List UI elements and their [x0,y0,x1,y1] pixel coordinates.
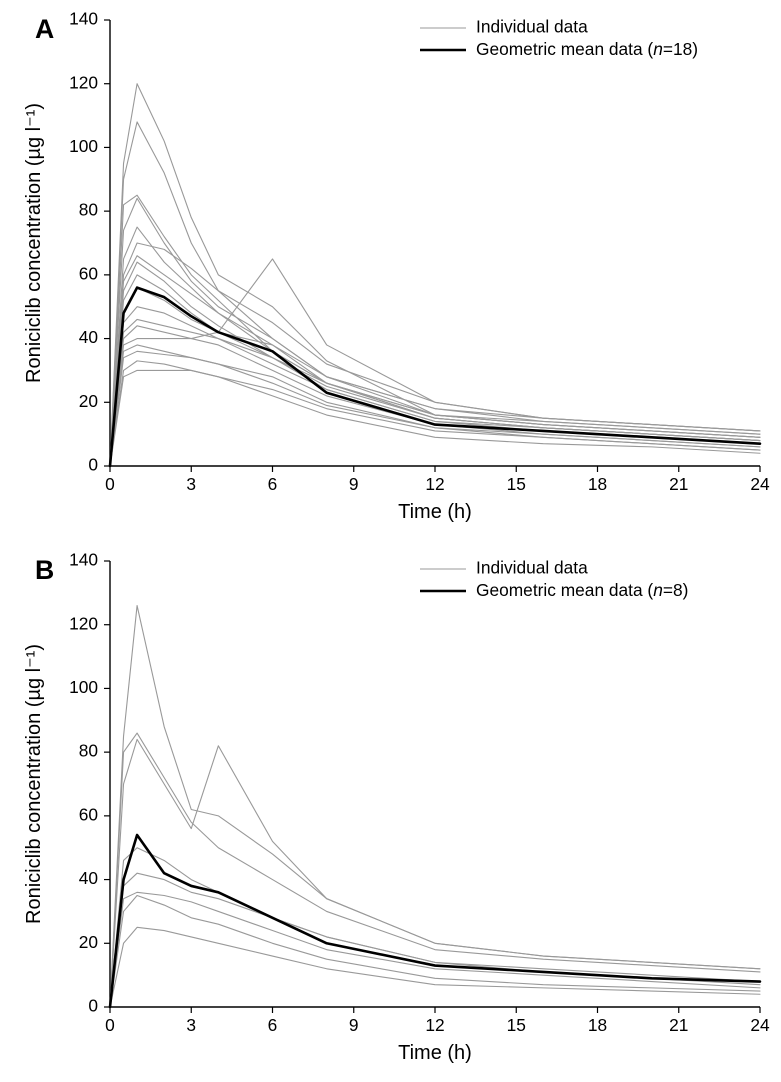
svg-text:80: 80 [79,741,98,761]
svg-text:Time (h): Time (h) [398,1042,472,1064]
svg-text:18: 18 [588,474,607,494]
svg-text:15: 15 [507,1015,526,1035]
svg-text:120: 120 [69,613,98,633]
svg-text:15: 15 [507,474,526,494]
svg-text:140: 140 [69,9,98,29]
svg-text:Time (h): Time (h) [398,501,472,523]
svg-text:Geometric mean data (n=18): Geometric mean data (n=18) [476,39,698,59]
svg-text:Individual data: Individual data [476,17,588,37]
svg-text:140: 140 [69,550,98,570]
chart-b: 0 20 40 60 80 100 120 140 0 3 6 9 12 15 18 21 24 Time (h)… [0,541,781,1082]
svg-text:12: 12 [425,474,444,494]
svg-text:0: 0 [88,455,98,475]
svg-text:20: 20 [79,932,98,952]
svg-text:120: 120 [69,72,98,92]
svg-text:6: 6 [268,474,278,494]
chart-a: 0 20 40 60 80 100 120 140 0 3 6 9 12 15 18 21 24 Time (h)… [0,0,781,541]
svg-text:Roniciclib concentration (µg l: Roniciclib concentration (µg l⁻¹) [23,644,45,924]
svg-text:24: 24 [750,1015,770,1035]
svg-text:21: 21 [669,1015,688,1035]
svg-text:40: 40 [79,327,98,347]
svg-text:20: 20 [79,391,98,411]
svg-text:0: 0 [105,1015,115,1035]
svg-text:Individual data: Individual data [476,558,588,578]
svg-text:0: 0 [105,474,115,494]
svg-text:9: 9 [349,1015,359,1035]
svg-text:Geometric mean data (n=8): Geometric mean data (n=8) [476,580,688,600]
svg-text:6: 6 [268,1015,278,1035]
svg-text:60: 60 [79,263,98,283]
svg-text:60: 60 [79,804,98,824]
svg-text:21: 21 [669,474,688,494]
svg-text:3: 3 [186,474,196,494]
svg-text:0: 0 [88,996,98,1016]
svg-text:100: 100 [69,136,98,156]
svg-text:3: 3 [186,1015,196,1035]
svg-text:18: 18 [588,1015,607,1035]
figure: A 02040608010012014003691215182124Time (… [0,0,781,1082]
svg-text:40: 40 [79,868,98,888]
panel-b: B 02040608010012014003691215182124Time (… [0,541,781,1082]
svg-text:80: 80 [79,200,98,220]
svg-text:9: 9 [349,474,359,494]
svg-text:Roniciclib concentration (µg l: Roniciclib concentration (µg l⁻¹) [23,103,45,383]
svg-text:100: 100 [69,677,98,697]
svg-text:12: 12 [425,1015,444,1035]
panel-a: A 02040608010012014003691215182124Time (… [0,0,781,541]
svg-text:24: 24 [750,474,770,494]
